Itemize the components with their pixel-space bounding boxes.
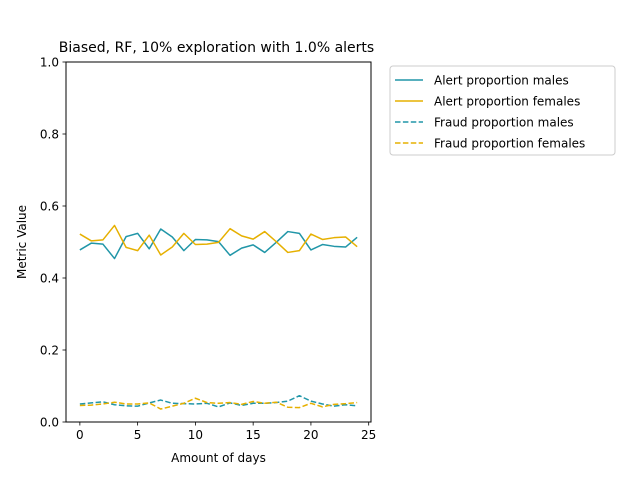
- y-tick-label: 0.2: [40, 343, 59, 357]
- x-tick-label: 10: [188, 428, 203, 442]
- y-tick-label: 0.4: [40, 271, 59, 285]
- legend-label: Fraud proportion females: [434, 137, 585, 151]
- legend: Alert proportion males Alert proportion f…: [389, 65, 616, 156]
- y-tick-label: 0.0: [40, 415, 59, 429]
- x-tick-label: 25: [361, 428, 376, 442]
- y-tick-label: 0.8: [40, 127, 59, 141]
- y-axis-label: Metric Value: [15, 205, 29, 279]
- series-lines: [79, 224, 358, 410]
- x-tick-label: 20: [303, 428, 318, 442]
- x-tick-label: 0: [76, 428, 84, 442]
- axis-ticks: 0 5 10 15 20 25 0.0 0.2 0.4 0.6 0.8 1.0: [40, 55, 376, 442]
- x-axis-label: Amount of days: [171, 451, 266, 465]
- chart-title: Biased, RF, 10% exploration with 1.0% al…: [59, 40, 374, 56]
- legend-frame: [389, 65, 616, 156]
- series-line-alert-proportion-females: [79, 224, 358, 256]
- series-line-fraud-proportion-males: [79, 394, 358, 408]
- plot-frame: [65, 61, 372, 423]
- series-line-fraud-proportion-females: [79, 397, 358, 410]
- legend-label: Fraud proportion males: [434, 116, 574, 130]
- x-tick-label: 5: [134, 428, 142, 442]
- legend-label: Alert proportion males: [434, 74, 569, 88]
- legend-label: Alert proportion females: [434, 95, 580, 109]
- y-tick-label: 1.0: [40, 55, 59, 69]
- x-tick-label: 15: [246, 428, 261, 442]
- y-tick-label: 0.6: [40, 199, 59, 213]
